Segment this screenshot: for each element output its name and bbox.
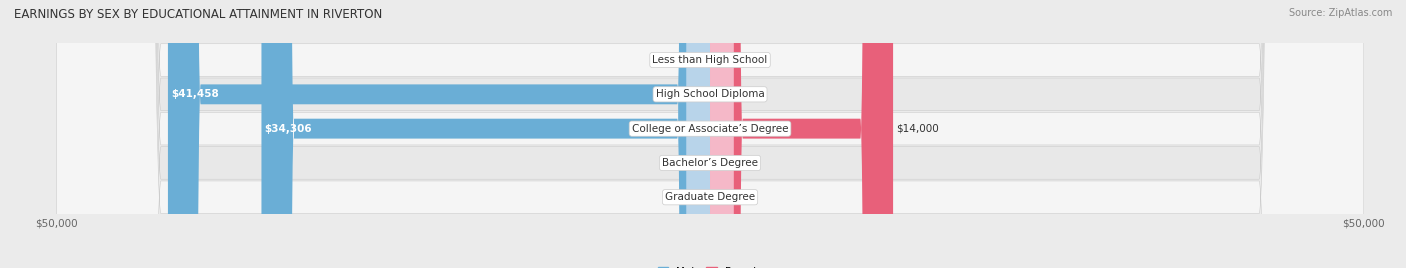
Text: $41,458: $41,458 (172, 89, 219, 99)
Text: $0: $0 (671, 192, 683, 202)
Text: College or Associate’s Degree: College or Associate’s Degree (631, 124, 789, 134)
Text: $0: $0 (737, 55, 749, 65)
FancyBboxPatch shape (56, 0, 1364, 268)
FancyBboxPatch shape (56, 0, 1364, 268)
FancyBboxPatch shape (262, 0, 710, 268)
FancyBboxPatch shape (710, 0, 893, 268)
FancyBboxPatch shape (710, 0, 734, 268)
Text: $34,306: $34,306 (264, 124, 312, 134)
Text: High School Diploma: High School Diploma (655, 89, 765, 99)
FancyBboxPatch shape (710, 0, 734, 268)
FancyBboxPatch shape (710, 0, 734, 268)
FancyBboxPatch shape (56, 0, 1364, 268)
FancyBboxPatch shape (710, 0, 734, 268)
Text: $0: $0 (671, 158, 683, 168)
Text: Less than High School: Less than High School (652, 55, 768, 65)
Text: Graduate Degree: Graduate Degree (665, 192, 755, 202)
Text: $0: $0 (671, 55, 683, 65)
FancyBboxPatch shape (167, 0, 710, 268)
FancyBboxPatch shape (686, 0, 710, 268)
FancyBboxPatch shape (56, 0, 1364, 268)
Text: $14,000: $14,000 (897, 124, 939, 134)
Legend: Male, Female: Male, Female (654, 263, 766, 268)
FancyBboxPatch shape (686, 0, 710, 268)
FancyBboxPatch shape (56, 0, 1364, 268)
Text: $0: $0 (737, 158, 749, 168)
Text: Source: ZipAtlas.com: Source: ZipAtlas.com (1288, 8, 1392, 18)
Text: Bachelor’s Degree: Bachelor’s Degree (662, 158, 758, 168)
Text: EARNINGS BY SEX BY EDUCATIONAL ATTAINMENT IN RIVERTON: EARNINGS BY SEX BY EDUCATIONAL ATTAINMEN… (14, 8, 382, 21)
Text: $0: $0 (737, 192, 749, 202)
FancyBboxPatch shape (686, 0, 710, 268)
Text: $0: $0 (737, 89, 749, 99)
